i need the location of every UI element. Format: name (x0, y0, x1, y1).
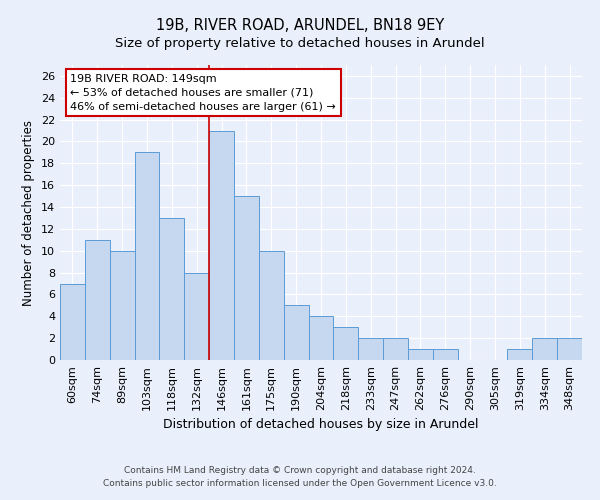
Bar (234, 196, 259, 360)
Bar (209, 130, 234, 360)
Bar (408, 349, 433, 360)
Bar (85, 240, 110, 360)
Bar (383, 338, 408, 360)
Bar (334, 327, 358, 360)
Bar (184, 272, 209, 360)
Bar (433, 349, 458, 360)
Bar (259, 250, 284, 360)
Bar (284, 306, 308, 360)
Bar (532, 338, 557, 360)
Bar (358, 338, 383, 360)
Y-axis label: Number of detached properties: Number of detached properties (22, 120, 35, 306)
Text: Size of property relative to detached houses in Arundel: Size of property relative to detached ho… (115, 38, 485, 51)
Bar (134, 152, 160, 360)
Bar (110, 250, 134, 360)
X-axis label: Distribution of detached houses by size in Arundel: Distribution of detached houses by size … (163, 418, 479, 432)
Bar (308, 316, 334, 360)
Text: 19B, RIVER ROAD, ARUNDEL, BN18 9EY: 19B, RIVER ROAD, ARUNDEL, BN18 9EY (156, 18, 444, 32)
Text: Contains HM Land Registry data © Crown copyright and database right 2024.
Contai: Contains HM Land Registry data © Crown c… (103, 466, 497, 487)
Bar (60, 284, 85, 360)
Bar (160, 218, 184, 360)
Bar (557, 338, 582, 360)
Bar (508, 349, 532, 360)
Text: 19B RIVER ROAD: 149sqm
← 53% of detached houses are smaller (71)
46% of semi-det: 19B RIVER ROAD: 149sqm ← 53% of detached… (70, 74, 336, 112)
